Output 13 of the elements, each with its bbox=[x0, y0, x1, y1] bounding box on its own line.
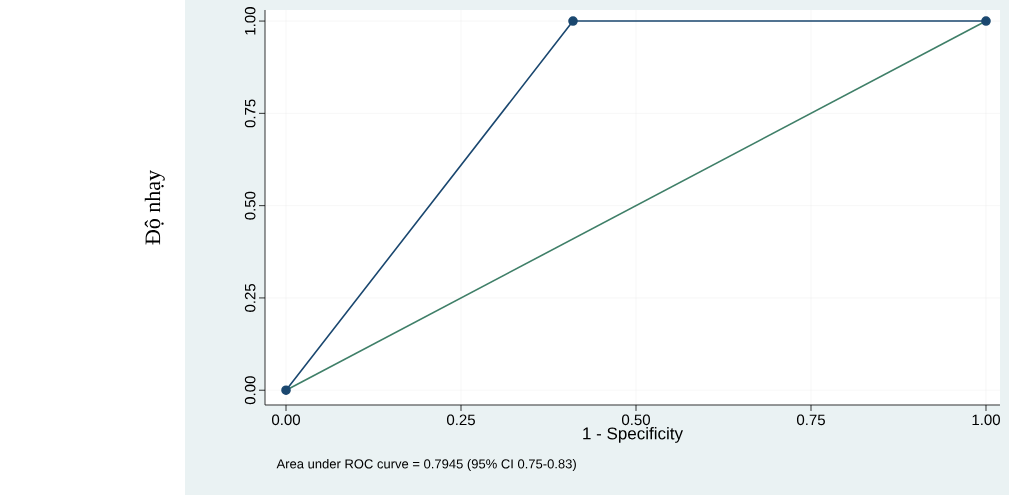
x-tick-label: 0.50 bbox=[621, 414, 650, 426]
y-tick-label: 0.25 bbox=[244, 283, 256, 312]
y-tick-label: 0.75 bbox=[244, 99, 256, 128]
x-tick-label: 1.00 bbox=[972, 414, 1000, 426]
x-tick-label: 0.75 bbox=[796, 414, 825, 426]
text: Area under ROC curve = 0.7945 (95% CI 0.75-0.83) bbox=[276, 458, 576, 472]
x-tick-label: 0.00 bbox=[271, 414, 301, 426]
y-tick-label: 0.50 bbox=[244, 191, 256, 220]
x-axis-title: 1 - Specificity bbox=[583, 427, 683, 443]
y-tick-label: 0.00 bbox=[244, 376, 256, 405]
x-tick-label: 0.25 bbox=[446, 414, 475, 426]
y-axis-title: Độ nhạy bbox=[144, 170, 165, 245]
y-tick-label: 1.00 bbox=[244, 7, 256, 35]
